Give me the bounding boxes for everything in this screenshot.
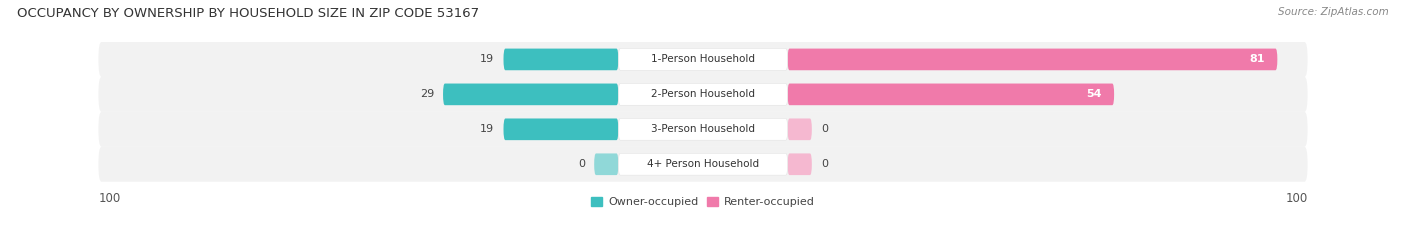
FancyBboxPatch shape xyxy=(787,84,1114,105)
FancyBboxPatch shape xyxy=(98,77,1308,112)
FancyBboxPatch shape xyxy=(503,118,619,140)
FancyBboxPatch shape xyxy=(98,42,1308,77)
Text: Source: ZipAtlas.com: Source: ZipAtlas.com xyxy=(1278,7,1389,17)
Text: 19: 19 xyxy=(481,124,495,134)
Text: 29: 29 xyxy=(420,89,434,99)
Text: OCCUPANCY BY OWNERSHIP BY HOUSEHOLD SIZE IN ZIP CODE 53167: OCCUPANCY BY OWNERSHIP BY HOUSEHOLD SIZE… xyxy=(17,7,479,20)
Text: 1-Person Household: 1-Person Household xyxy=(651,55,755,64)
FancyBboxPatch shape xyxy=(595,154,619,175)
Text: 0: 0 xyxy=(821,124,828,134)
FancyBboxPatch shape xyxy=(619,154,787,175)
Text: 19: 19 xyxy=(481,55,495,64)
FancyBboxPatch shape xyxy=(98,112,1308,147)
Text: 3-Person Household: 3-Person Household xyxy=(651,124,755,134)
Text: 0: 0 xyxy=(821,159,828,169)
FancyBboxPatch shape xyxy=(787,154,811,175)
FancyBboxPatch shape xyxy=(98,147,1308,182)
FancyBboxPatch shape xyxy=(619,49,787,70)
FancyBboxPatch shape xyxy=(619,84,787,105)
Text: 81: 81 xyxy=(1250,55,1265,64)
Legend: Owner-occupied, Renter-occupied: Owner-occupied, Renter-occupied xyxy=(592,197,814,207)
Text: 4+ Person Household: 4+ Person Household xyxy=(647,159,759,169)
Text: 2-Person Household: 2-Person Household xyxy=(651,89,755,99)
Text: 100: 100 xyxy=(98,192,121,205)
Text: 100: 100 xyxy=(1285,192,1308,205)
FancyBboxPatch shape xyxy=(787,118,811,140)
FancyBboxPatch shape xyxy=(443,84,619,105)
FancyBboxPatch shape xyxy=(619,118,787,140)
FancyBboxPatch shape xyxy=(503,49,619,70)
Text: 0: 0 xyxy=(578,159,585,169)
FancyBboxPatch shape xyxy=(787,49,1278,70)
Text: 54: 54 xyxy=(1087,89,1102,99)
